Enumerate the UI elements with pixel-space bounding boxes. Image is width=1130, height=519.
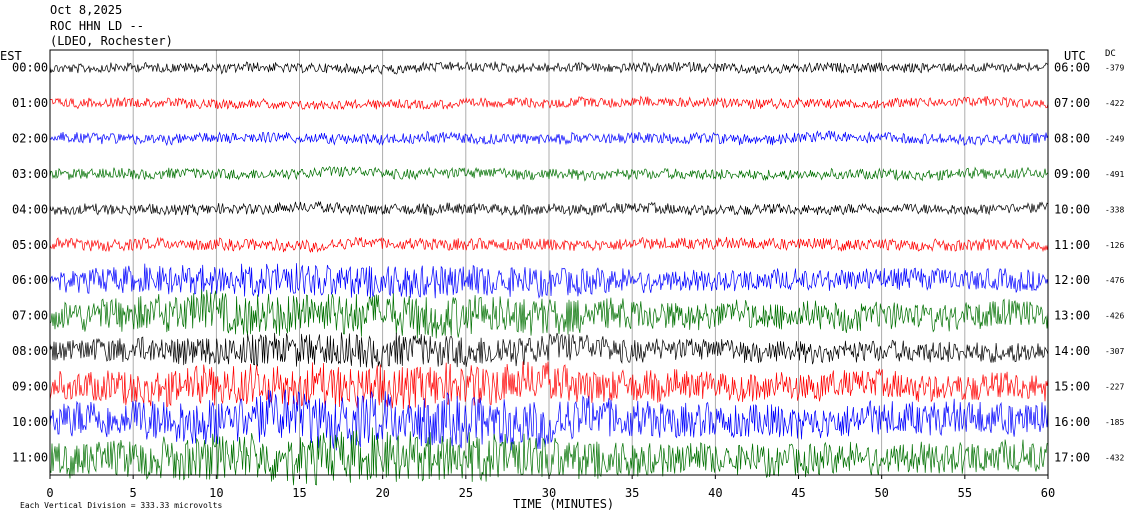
trace-line: [49, 200, 1049, 217]
dc-offset-label: -426: [1105, 312, 1124, 321]
dc-offset-label: -379: [1105, 64, 1124, 73]
dc-offset-label: -476: [1105, 276, 1124, 285]
utc-hour-label: 13:00: [1054, 309, 1090, 323]
x-axis-title: TIME (MINUTES): [513, 497, 615, 511]
x-tick-label: 25: [459, 486, 473, 500]
trace-line: [49, 61, 1049, 75]
x-tick-label: 40: [708, 486, 722, 500]
x-tick-label: 30: [542, 486, 556, 500]
utc-hour-label: 12:00: [1054, 273, 1090, 287]
dc-offset-label: -185: [1105, 418, 1124, 427]
header-date: Oct 8,2025: [50, 3, 123, 17]
est-hour-label: 07:00: [12, 309, 48, 323]
utc-hour-label: 14:00: [1054, 344, 1090, 358]
dc-axis-title: DC: [1105, 49, 1116, 59]
footer-note: Each Vertical Division = 333.33 microvol…: [20, 501, 223, 510]
est-hour-label: 03:00: [12, 167, 48, 181]
dc-offset-label: -491: [1105, 170, 1124, 179]
dc-offset-label: -432: [1105, 453, 1124, 462]
plot-frame: [49, 49, 1049, 476]
est-hour-label: 09:00: [12, 379, 48, 393]
header-station: ROC HHN LD --: [50, 19, 144, 33]
est-hour-label: 11:00: [12, 450, 48, 464]
est-hour-label: 02:00: [12, 132, 48, 146]
x-tick-label: 60: [1041, 486, 1055, 500]
utc-hour-label: 09:00: [1054, 167, 1090, 181]
seismic-traces: [49, 61, 1049, 486]
utc-hour-label: 10:00: [1054, 202, 1090, 216]
utc-hour-label: 17:00: [1054, 450, 1090, 464]
utc-hour-label: 16:00: [1054, 415, 1090, 429]
x-tick-label: 20: [375, 486, 389, 500]
dc-offset-label: -227: [1105, 382, 1124, 391]
dc-offset-label: -249: [1105, 135, 1124, 144]
dc-offset-label: -307: [1105, 347, 1124, 356]
est-hour-label: 01:00: [12, 96, 48, 110]
utc-hour-label: 07:00: [1054, 96, 1090, 110]
trace-line: [49, 389, 1049, 451]
est-hour-label: 06:00: [12, 273, 48, 287]
x-tick-label: 55: [958, 486, 972, 500]
header-network: (LDEO, Rochester): [50, 34, 173, 48]
utc-axis-title: UTC: [1064, 49, 1086, 63]
est-hour-label: 08:00: [12, 344, 48, 358]
trace-line: [49, 236, 1049, 253]
x-tick-label: 5: [130, 486, 137, 500]
dc-offset-label: -422: [1105, 99, 1124, 108]
est-hour-label: 04:00: [12, 202, 48, 216]
grid-lines: [132, 50, 966, 475]
utc-hour-label: 06:00: [1054, 61, 1090, 75]
x-tick-label: 35: [625, 486, 639, 500]
trace-line: [49, 263, 1049, 299]
utc-hour-label: 08:00: [1054, 132, 1090, 146]
trace-line: [49, 95, 1049, 111]
x-tick-label: 50: [874, 486, 888, 500]
trace-line: [49, 165, 1049, 182]
est-hour-label: 05:00: [12, 238, 48, 252]
utc-hour-label: 11:00: [1054, 238, 1090, 252]
est-hour-label: 10:00: [12, 415, 48, 429]
trace-line: [49, 130, 1049, 147]
utc-hour-label: 15:00: [1054, 379, 1090, 393]
trace-line: [49, 289, 1049, 339]
x-tick-label: 15: [292, 486, 306, 500]
x-tick-label: 10: [209, 486, 223, 500]
x-tick-label: 0: [46, 486, 53, 500]
trace-line: [49, 332, 1049, 369]
trace-line: [49, 361, 1049, 410]
x-tick-label: 45: [791, 486, 805, 500]
est-axis-title: EST: [0, 49, 22, 63]
chart-labels: 0 5 10 15 20 25 30 35 40 45 50 55 60 00:00 06:00 -379 01…: [12, 61, 1124, 500]
dc-offset-label: -126: [1105, 241, 1124, 250]
dc-offset-label: -338: [1105, 205, 1124, 214]
est-hour-label: 00:00: [12, 61, 48, 75]
